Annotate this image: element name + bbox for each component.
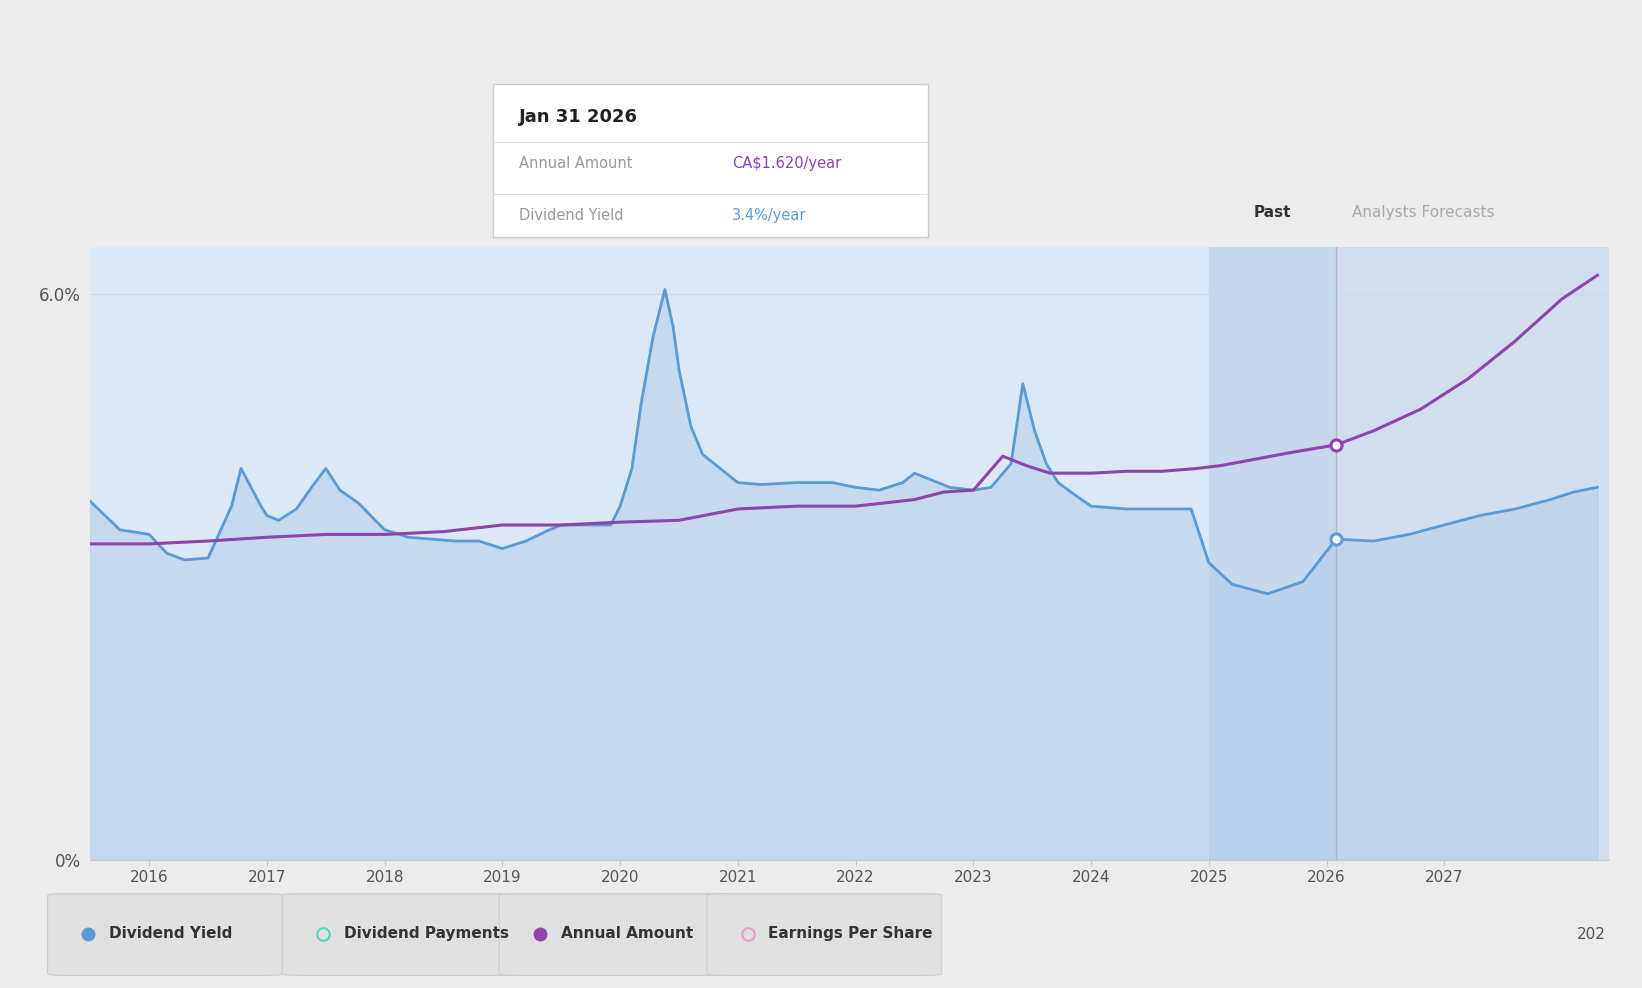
Text: 202: 202 [1576, 928, 1606, 943]
Text: 3.4%/year: 3.4%/year [732, 208, 806, 223]
Text: Past: Past [1254, 205, 1291, 220]
Text: Dividend Payments: Dividend Payments [343, 926, 509, 942]
Text: Jan 31 2026: Jan 31 2026 [519, 109, 637, 126]
Text: Dividend Yield: Dividend Yield [108, 926, 233, 942]
Text: Annual Amount: Annual Amount [560, 926, 693, 942]
FancyBboxPatch shape [48, 894, 282, 975]
Text: Dividend Yield: Dividend Yield [519, 208, 624, 223]
Bar [1209, 247, 1337, 860]
Text: CA$1.620/year: CA$1.620/year [732, 156, 841, 171]
Text: Annual Amount: Annual Amount [519, 156, 632, 171]
FancyBboxPatch shape [499, 894, 734, 975]
Text: Analysts Forecasts: Analysts Forecasts [1353, 205, 1494, 220]
FancyBboxPatch shape [708, 894, 943, 975]
FancyBboxPatch shape [282, 894, 517, 975]
Bar [1337, 247, 1609, 860]
Text: Earnings Per Share: Earnings Per Share [768, 926, 933, 942]
